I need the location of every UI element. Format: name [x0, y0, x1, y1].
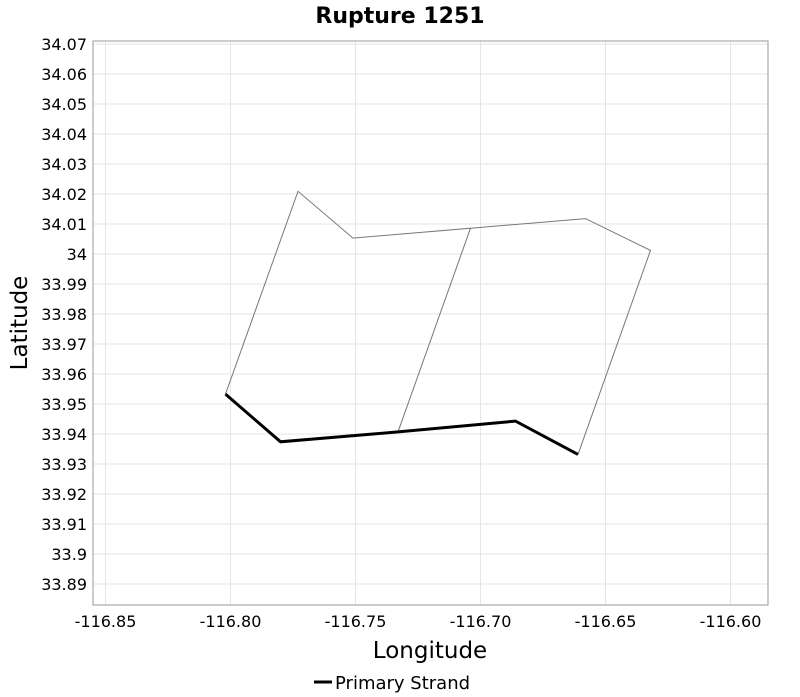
y-tick-label: 34.06 — [41, 65, 87, 84]
y-tick-label: 33.99 — [41, 275, 87, 294]
x-tick-label: -116.85 — [75, 612, 137, 631]
y-tick-label: 33.96 — [41, 365, 87, 384]
series-strand-outline-1 — [470, 218, 652, 455]
x-tick-label: -116.80 — [200, 612, 262, 631]
x-axis-label: Longitude — [373, 638, 487, 664]
y-tick-label: 34.07 — [41, 35, 87, 54]
y-tick-label: 33.97 — [41, 335, 87, 354]
y-axis-ticks: 33.89 33.9 33.91 33.92 33.93 33.94 33.95 33.96 3… — [41, 35, 87, 594]
legend: Primary Strand — [314, 673, 470, 694]
x-tick-label: -116.65 — [575, 612, 637, 631]
y-tick-label: 33.94 — [41, 425, 87, 444]
grid — [93, 41, 768, 605]
y-tick-label: 34.05 — [41, 95, 87, 114]
y-axis-label: Latitude — [7, 276, 33, 371]
series-primary-strand — [224, 392, 579, 456]
y-tick-label: 33.92 — [41, 485, 87, 504]
y-tick-label: 33.98 — [41, 305, 87, 324]
y-tick-label: 34.03 — [41, 155, 87, 174]
y-tick-label: 33.9 — [51, 545, 87, 564]
series-layer — [224, 190, 652, 456]
x-tick-label: -116.60 — [700, 612, 762, 631]
y-tick-label: 33.93 — [41, 455, 87, 474]
y-tick-label: 33.89 — [41, 575, 87, 594]
plot-area — [93, 41, 768, 605]
y-tick-label: 33.91 — [41, 515, 87, 534]
chart-title: Rupture 1251 — [315, 4, 484, 29]
series-strand-outline-0 — [225, 190, 472, 433]
y-tick-label: 34.04 — [41, 125, 87, 144]
y-tick-label: 34.02 — [41, 185, 87, 204]
y-tick-label: 34.01 — [41, 215, 87, 234]
legend-label-primary-strand: Primary Strand — [335, 673, 470, 694]
plot-frame — [92, 40, 769, 606]
x-tick-label: -116.70 — [450, 612, 512, 631]
x-tick-label: -116.75 — [325, 612, 387, 631]
y-tick-label: 34 — [67, 245, 87, 264]
y-tick-label: 33.95 — [41, 395, 87, 414]
x-axis-ticks: -116.85 -116.80 -116.75 -116.70 -116.65 -116.… — [75, 612, 762, 631]
